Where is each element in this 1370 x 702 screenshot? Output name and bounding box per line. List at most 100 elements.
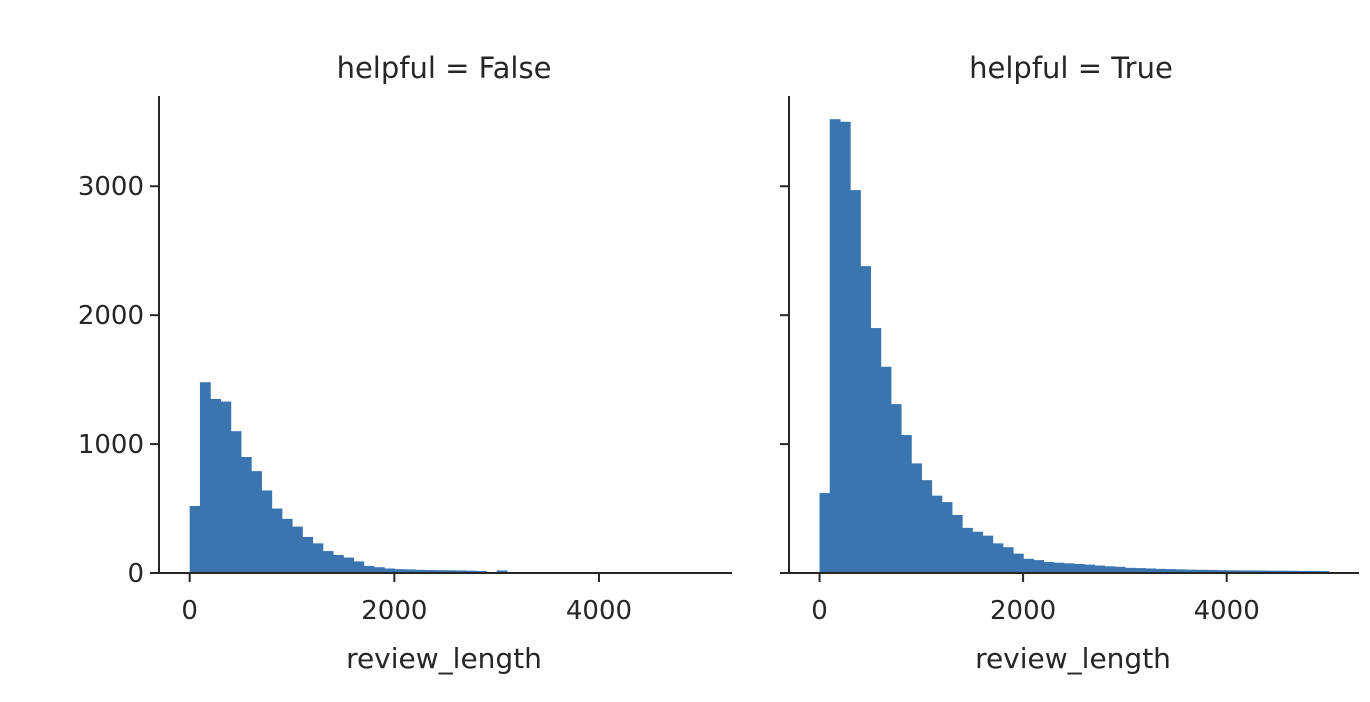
histogram-bar xyxy=(1155,568,1167,573)
panel-helpful-true: helpful = True 0 2000 4000 review_length xyxy=(780,51,1359,675)
histogram-bar xyxy=(1094,565,1106,573)
histogram-bar xyxy=(1287,570,1299,573)
histogram-bar xyxy=(445,570,457,573)
x-axis-label: review_length xyxy=(975,642,1171,675)
histogram-bar xyxy=(1074,563,1085,573)
histogram-bar xyxy=(404,569,416,573)
histogram-bar xyxy=(1175,569,1187,573)
y-ticks xyxy=(780,185,789,574)
histogram-bar xyxy=(1216,570,1228,573)
x-ticks: 0 2000 4000 xyxy=(181,573,632,626)
histogram-bar xyxy=(1033,560,1045,573)
histogram-bar xyxy=(880,366,892,573)
y-tick-label: 1000 xyxy=(78,430,144,460)
histogram-bar xyxy=(992,543,1004,573)
histogram-bar xyxy=(1145,568,1157,573)
histogram-bar xyxy=(870,328,882,573)
histogram-bar xyxy=(890,404,902,573)
histogram-bar xyxy=(1114,566,1126,573)
histogram-bar xyxy=(425,570,436,573)
histogram-bar xyxy=(921,480,933,573)
histogram-bar xyxy=(189,505,201,573)
histogram-bar xyxy=(199,382,211,573)
histogram-bar xyxy=(850,190,861,573)
histogram-bar xyxy=(373,567,385,573)
histogram-bar xyxy=(1002,547,1014,573)
bar-group xyxy=(819,119,1330,573)
x-axis-label: review_length xyxy=(346,642,542,675)
histogram-bar xyxy=(496,570,508,573)
histogram-bar xyxy=(394,569,406,573)
histogram-bar xyxy=(1124,567,1136,573)
histogram-bar xyxy=(1297,570,1309,573)
histogram-bar xyxy=(819,493,831,573)
histogram-bar xyxy=(982,535,994,573)
x-tick-label: 4000 xyxy=(566,596,632,626)
histogram-bar xyxy=(271,508,283,573)
histogram-bar xyxy=(941,502,953,573)
histogram-bar xyxy=(1308,570,1319,573)
y-tick-label: 2000 xyxy=(78,301,144,331)
histogram-bar xyxy=(251,471,262,573)
histogram-bar xyxy=(1257,570,1268,573)
histogram-bar xyxy=(465,570,477,573)
histogram-bar xyxy=(435,570,447,573)
y-ticks: 0 1000 2000 3000 xyxy=(78,172,159,589)
y-tick-label: 3000 xyxy=(78,172,144,202)
panel-title: helpful = True xyxy=(969,51,1173,85)
histogram-bar xyxy=(1023,558,1034,573)
histogram-bar xyxy=(302,536,314,573)
x-tick-label: 0 xyxy=(181,596,198,626)
histogram-bar xyxy=(384,568,395,573)
histogram-bar xyxy=(951,514,963,573)
histogram-bar xyxy=(312,543,324,573)
histogram-bar xyxy=(911,463,922,573)
histogram-bar xyxy=(1012,553,1024,573)
histogram-bar xyxy=(1206,569,1218,573)
histogram-bar xyxy=(1043,562,1055,573)
histogram-bar xyxy=(220,401,232,573)
histogram-bar xyxy=(281,518,293,573)
histogram-bar xyxy=(414,569,426,573)
histogram-bar xyxy=(972,531,983,573)
histogram-bar xyxy=(1226,570,1238,573)
histogram-bar xyxy=(1196,569,1207,573)
histogram-bar xyxy=(1135,568,1146,573)
histogram-bar xyxy=(210,398,221,573)
x-tick-label: 2000 xyxy=(990,596,1056,626)
histogram-bar xyxy=(343,557,355,573)
y-tick-label: 0 xyxy=(127,559,144,589)
histogram-bar xyxy=(353,561,365,573)
histogram-bar xyxy=(261,490,273,573)
histogram-bar xyxy=(900,435,912,573)
histogram-bar xyxy=(1053,562,1065,573)
histogram-bar xyxy=(363,565,375,573)
histogram-bar xyxy=(1185,569,1197,573)
histogram-bar xyxy=(292,526,303,573)
histogram-bar xyxy=(1104,566,1116,573)
histogram-bar xyxy=(931,495,943,573)
histogram-bar xyxy=(1084,564,1095,573)
histogram-bar xyxy=(230,431,242,573)
histogram-bar xyxy=(1267,570,1279,573)
histogram-bar xyxy=(829,119,841,573)
x-tick-label: 4000 xyxy=(1194,596,1260,626)
x-tick-label: 0 xyxy=(811,596,828,626)
histogram-bar xyxy=(1063,563,1075,573)
x-tick-label: 2000 xyxy=(361,596,427,626)
histogram-bar xyxy=(455,570,467,573)
histogram-bar xyxy=(1165,569,1177,573)
histogram-bar xyxy=(962,527,973,573)
histogram-bar xyxy=(839,121,851,573)
histogram-bar xyxy=(240,456,252,573)
bar-group xyxy=(189,382,702,573)
histogram-bar xyxy=(332,554,344,573)
panel-title: helpful = False xyxy=(337,51,552,85)
histogram-bar xyxy=(322,551,334,573)
histogram-bar xyxy=(1247,570,1258,573)
x-ticks: 0 2000 4000 xyxy=(811,573,1260,626)
histogram-bar xyxy=(1236,570,1248,573)
histogram-bar xyxy=(860,266,872,573)
